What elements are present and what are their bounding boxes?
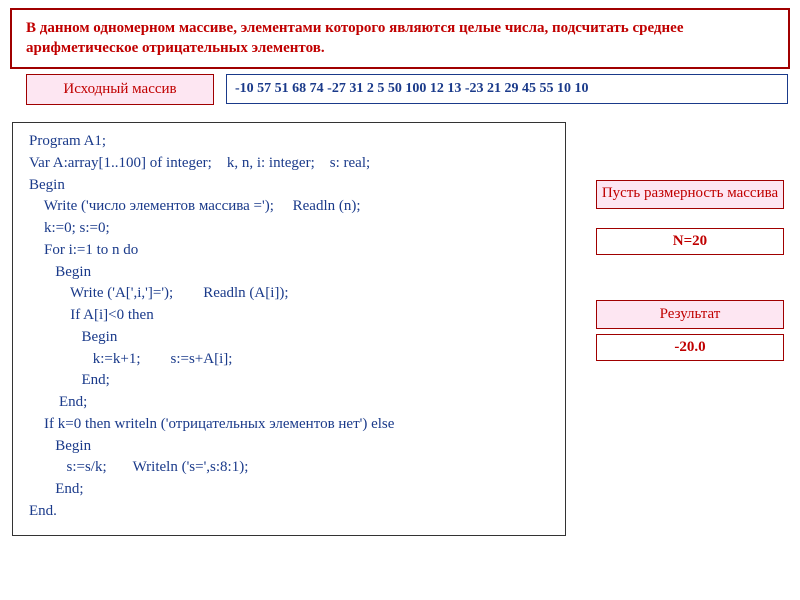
source-array-label: Исходный массив: [26, 74, 214, 105]
task-statement: В данном одномерном массиве, элементами …: [10, 8, 790, 69]
program-code: Program A1; Var A:array[1..100] of integ…: [12, 122, 566, 536]
dimension-label: Пусть размерность массива: [596, 180, 784, 209]
source-array-data: -10 57 51 68 74 -27 31 2 5 50 100 12 13 …: [226, 74, 788, 104]
result-label: Результат: [596, 300, 784, 329]
dimension-value: N=20: [596, 228, 784, 255]
result-value: -20.0: [596, 334, 784, 361]
